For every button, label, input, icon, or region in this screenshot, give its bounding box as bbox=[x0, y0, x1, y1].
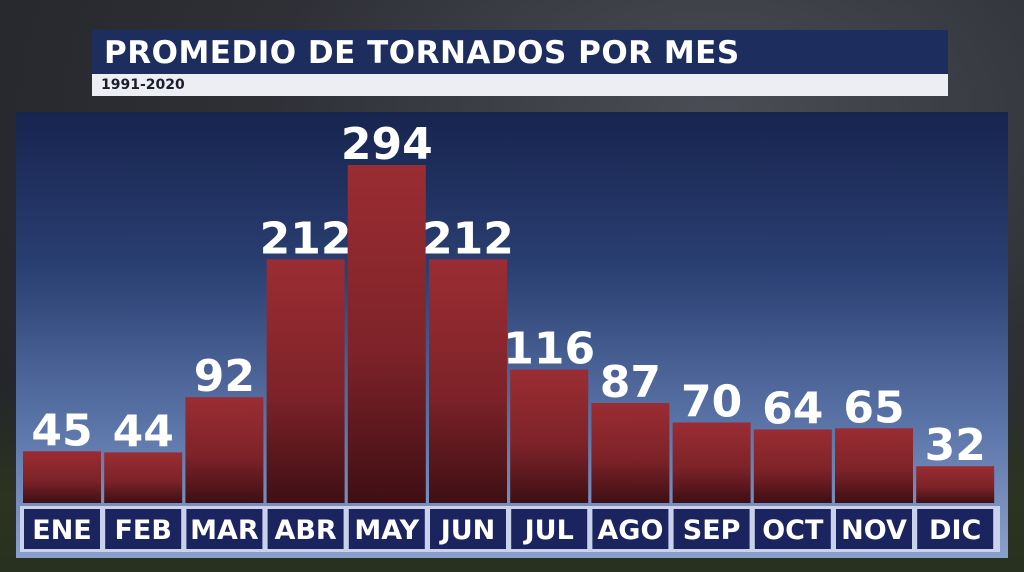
tick-cell-may bbox=[348, 509, 425, 549]
tick-label-dic: DIC bbox=[929, 515, 981, 546]
data-label-dic: 32 bbox=[925, 420, 986, 471]
tick-label-mar: MAR bbox=[190, 515, 259, 546]
data-label-may: 294 bbox=[341, 119, 433, 170]
bar-dic bbox=[916, 466, 995, 503]
tick-label-oct: OCT bbox=[762, 515, 824, 546]
data-label-nov: 65 bbox=[843, 382, 904, 433]
tick-cell-mar bbox=[186, 509, 263, 549]
tick-cell-jun bbox=[430, 509, 506, 549]
bar-sep bbox=[672, 422, 751, 503]
tick-cell-dic bbox=[917, 509, 994, 549]
bar-may bbox=[347, 165, 426, 503]
tick-cell-feb bbox=[105, 509, 182, 549]
tick-cell-nov bbox=[836, 509, 912, 549]
data-label-mar: 92 bbox=[194, 351, 255, 402]
bar-ago bbox=[591, 403, 670, 503]
bar-nov bbox=[835, 428, 913, 503]
tick-label-jun: JUN bbox=[439, 515, 496, 546]
data-label-sep: 70 bbox=[681, 377, 742, 428]
tick-cell-oct bbox=[754, 509, 831, 549]
tick-label-may: MAY bbox=[354, 515, 419, 546]
bar-abr bbox=[266, 259, 345, 503]
tick-label-feb: FEB bbox=[114, 515, 171, 546]
tick-cell-jul bbox=[511, 509, 588, 549]
bar-ene bbox=[23, 451, 101, 503]
tick-cell-ene bbox=[24, 509, 100, 549]
bar-jul bbox=[510, 369, 589, 503]
tick-label-sep: SEP bbox=[683, 515, 741, 546]
data-label-abr: 212 bbox=[260, 213, 352, 264]
data-label-ago: 87 bbox=[600, 357, 661, 408]
title-box bbox=[92, 30, 948, 74]
bar-mar bbox=[185, 397, 264, 503]
bar-oct bbox=[753, 429, 832, 503]
data-label-oct: 64 bbox=[762, 383, 823, 434]
tick-cell-abr bbox=[267, 509, 344, 549]
bar-jun bbox=[429, 259, 507, 503]
tick-label-nov: NOV bbox=[841, 515, 907, 546]
data-label-ene: 45 bbox=[31, 405, 92, 456]
tick-cell-sep bbox=[673, 509, 750, 549]
data-label-jul: 116 bbox=[503, 324, 595, 375]
tick-label-ene: ENE bbox=[32, 515, 91, 546]
tick-label-abr: ABR bbox=[274, 515, 336, 546]
subtitle-box bbox=[92, 74, 948, 96]
tick-label-ago: AGO bbox=[597, 515, 663, 546]
chart-subtitle: 1991-2020 bbox=[101, 77, 185, 93]
bar-feb bbox=[104, 452, 183, 503]
data-label-jun: 212 bbox=[422, 213, 514, 264]
chart-title: PROMEDIO DE TORNADOS POR MES bbox=[104, 35, 740, 71]
tick-cell-ago bbox=[592, 509, 669, 549]
tick-label-jul: JUL bbox=[523, 515, 574, 546]
data-label-feb: 44 bbox=[113, 406, 174, 457]
